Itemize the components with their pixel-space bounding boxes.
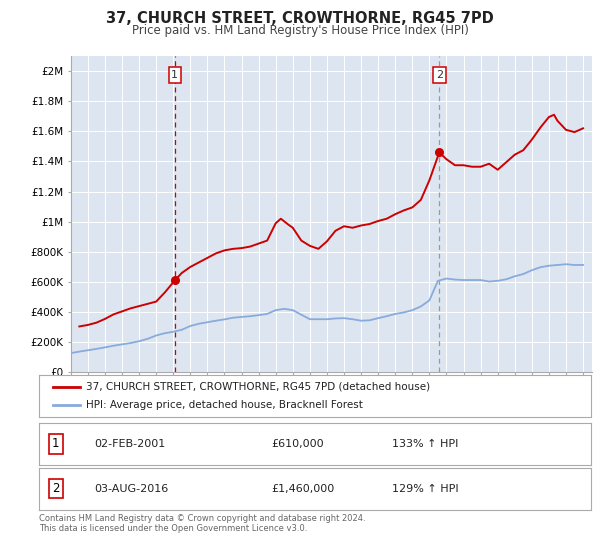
Text: 2: 2 [436, 70, 443, 80]
Text: HPI: Average price, detached house, Bracknell Forest: HPI: Average price, detached house, Brac… [86, 400, 363, 410]
Text: 03-AUG-2016: 03-AUG-2016 [94, 484, 169, 493]
Text: 37, CHURCH STREET, CROWTHORNE, RG45 7PD: 37, CHURCH STREET, CROWTHORNE, RG45 7PD [106, 11, 494, 26]
Text: 02-FEB-2001: 02-FEB-2001 [94, 439, 166, 449]
Text: Price paid vs. HM Land Registry's House Price Index (HPI): Price paid vs. HM Land Registry's House … [131, 24, 469, 36]
Text: Contains HM Land Registry data © Crown copyright and database right 2024.
This d: Contains HM Land Registry data © Crown c… [39, 514, 365, 534]
Text: 37, CHURCH STREET, CROWTHORNE, RG45 7PD (detached house): 37, CHURCH STREET, CROWTHORNE, RG45 7PD … [86, 382, 430, 392]
Text: 2: 2 [52, 482, 59, 495]
Text: 133% ↑ HPI: 133% ↑ HPI [392, 439, 458, 449]
Text: £1,460,000: £1,460,000 [271, 484, 334, 493]
Text: 1: 1 [52, 437, 59, 450]
Text: 1: 1 [171, 70, 178, 80]
Text: 129% ↑ HPI: 129% ↑ HPI [392, 484, 459, 493]
Text: £610,000: £610,000 [271, 439, 323, 449]
